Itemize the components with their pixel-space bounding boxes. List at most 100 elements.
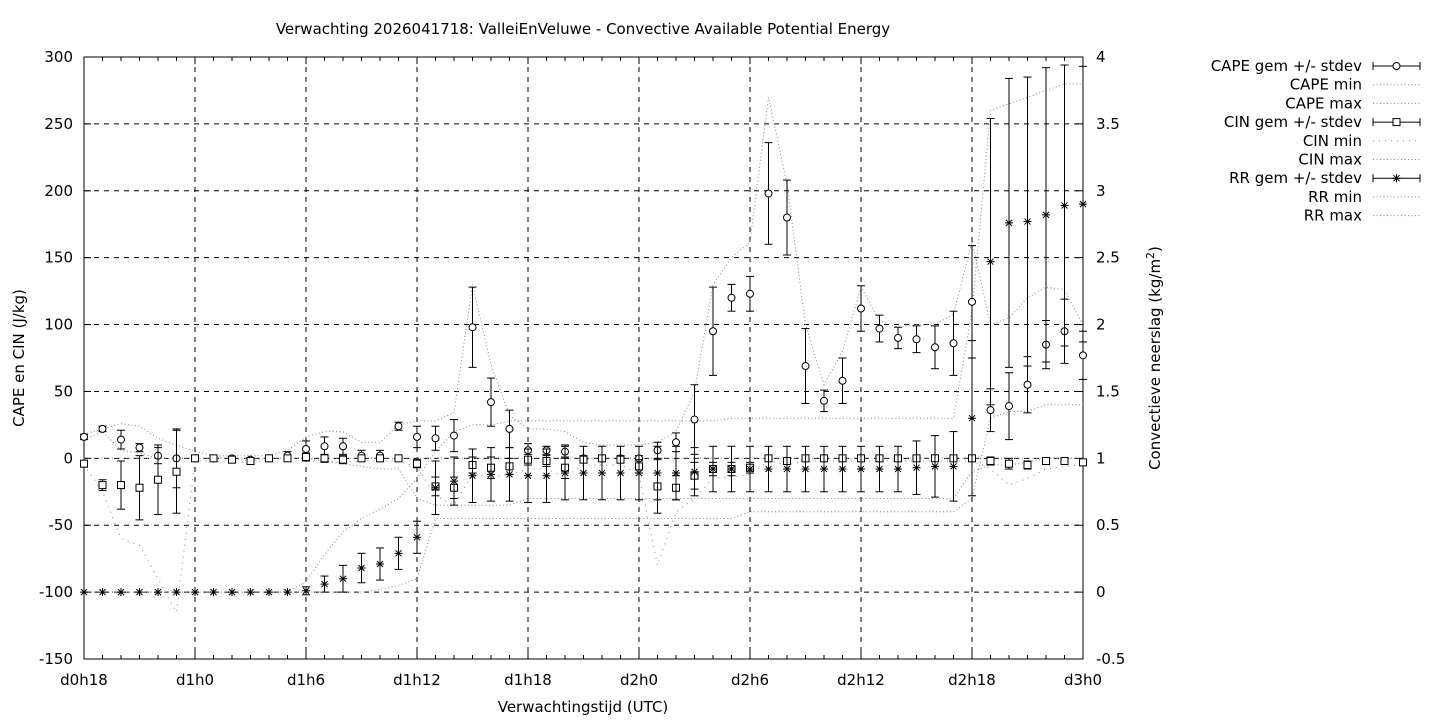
y2-tick-label: 0.5 <box>1096 516 1120 534</box>
x-axis-tick-labels: d0h18 d1h0 d1h6 d1h12 d1h18 d2h0 d2h6 d2h12 d2h1… <box>60 671 1102 689</box>
y2-axis-label-end: ) <box>1146 246 1164 252</box>
cape-point <box>302 444 310 453</box>
legend-swatch-marker <box>1392 174 1401 183</box>
rr-point <box>265 588 273 597</box>
rr-point <box>357 564 366 573</box>
cape-point <box>690 415 699 424</box>
cin-point <box>394 454 403 463</box>
cape-point <box>820 396 828 405</box>
cin-point <box>413 459 421 468</box>
y2-tick-label: 1 <box>1096 449 1106 467</box>
y-tick-label: -150 <box>39 650 73 668</box>
cin-point <box>154 475 162 484</box>
legend-label: CIN gem +/- stdev <box>1224 113 1362 131</box>
rr-point <box>1023 217 1032 226</box>
cape-point <box>468 323 477 332</box>
x-tick-label: d2h6 <box>731 671 769 689</box>
cin-point <box>320 454 329 463</box>
y2-tick-label: 4 <box>1096 48 1106 66</box>
cin-point <box>172 467 181 476</box>
x-tick-label: d1h6 <box>287 671 325 689</box>
y2-tick-label: 0 <box>1096 583 1106 601</box>
legend-label: CIN max <box>1298 151 1362 169</box>
cin-point <box>339 455 347 464</box>
cape-point <box>949 339 958 348</box>
rr-point <box>191 588 199 597</box>
rr-point <box>598 469 606 478</box>
rr-point <box>431 483 440 492</box>
cape-point <box>764 189 773 198</box>
cin-point <box>376 454 384 463</box>
rr-point <box>672 469 680 478</box>
rr-point <box>246 588 255 597</box>
cin-point <box>80 459 88 468</box>
legend-label: CIN min <box>1303 132 1362 150</box>
cape-point <box>339 442 347 451</box>
rr-point <box>209 588 218 597</box>
cape-point <box>801 362 810 371</box>
cape-point <box>135 443 144 452</box>
rr-point <box>875 465 884 474</box>
cin-point <box>1060 457 1069 466</box>
y-tick-label: 100 <box>44 316 73 334</box>
legend-label: CAPE max <box>1285 94 1362 112</box>
cape-point <box>783 213 791 222</box>
x-tick-label: d1h12 <box>393 671 441 689</box>
y-tick-label: 300 <box>44 48 73 66</box>
rr-point <box>339 574 347 583</box>
cin-point <box>191 454 199 463</box>
data-markers <box>80 64 1087 597</box>
x-tick-label: d2h0 <box>620 671 658 689</box>
legend-label: RR gem +/- stdev <box>1229 169 1362 187</box>
cape-point <box>487 398 495 407</box>
rr-point <box>98 588 107 597</box>
rr-point <box>1005 218 1013 227</box>
rr-point <box>838 465 847 474</box>
y-tick-label: -100 <box>39 583 73 601</box>
rr-point <box>468 471 477 480</box>
cin-point <box>1005 459 1013 468</box>
cape-point <box>413 432 421 441</box>
rr-point <box>542 471 551 480</box>
y2-tick-label: 1.5 <box>1096 382 1120 400</box>
rr-point <box>727 465 736 474</box>
rr-point <box>172 588 181 597</box>
rr-point <box>413 533 421 542</box>
rr-point <box>283 588 292 597</box>
cape-point <box>931 343 939 352</box>
legend-label: RR max <box>1304 207 1362 225</box>
x-axis-label: Verwachtingstijd (UTC) <box>498 698 669 716</box>
legend-label: RR min <box>1308 188 1362 206</box>
rr-point <box>524 471 532 480</box>
y-axis-tick-labels: 300 250 200 150 100 50 0 -50 -100 -150 <box>39 48 73 668</box>
rr-point <box>505 470 514 479</box>
grid-lines <box>83 57 1084 659</box>
cape-point <box>394 422 403 431</box>
cape-point <box>98 424 107 433</box>
cape-point <box>450 431 458 440</box>
legend-label: CAPE gem +/- stdev <box>1211 57 1362 75</box>
rr-point <box>820 465 828 474</box>
cin-point <box>209 454 218 463</box>
cape-point <box>986 406 995 415</box>
cin-point <box>228 455 236 464</box>
rr-point <box>302 586 310 595</box>
x-tick-label: d1h0 <box>176 671 214 689</box>
cin-point <box>1023 461 1032 470</box>
rr-point <box>653 469 662 478</box>
rr-point <box>801 465 810 474</box>
rr-point <box>1042 210 1050 219</box>
cape-point <box>838 376 847 385</box>
rr-point <box>931 462 939 471</box>
rr-point <box>1060 201 1069 210</box>
min-max-envelope-lines <box>83 83 1084 614</box>
cape-point <box>320 442 329 451</box>
legend-swatch-marker <box>1392 118 1401 127</box>
y-tick-label: 250 <box>44 115 73 133</box>
cin-point <box>1042 457 1050 466</box>
axis-ticks <box>83 56 1084 660</box>
rr-point <box>949 462 958 471</box>
rr-point <box>117 588 125 597</box>
